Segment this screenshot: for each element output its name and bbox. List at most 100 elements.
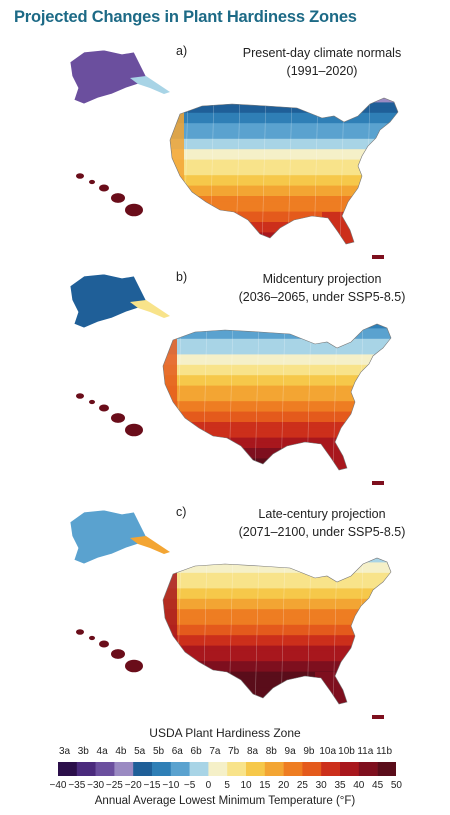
color-swatch: [302, 762, 322, 776]
panel-b-caption-line2: (2036–2065, under SSP5-8.5): [238, 290, 406, 304]
hawaii-island: [125, 659, 143, 673]
temp-label: −15: [143, 780, 161, 791]
zone-label: 11a: [357, 746, 374, 757]
zone-label: 9b: [303, 746, 315, 757]
zone-label: 5b: [152, 746, 165, 757]
color-swatch: [76, 762, 96, 776]
zone-band: [163, 650, 391, 657]
zone-band: [170, 196, 398, 202]
hawaii-island: [76, 173, 84, 179]
hawaii-island: [125, 203, 143, 217]
state-line: [261, 98, 267, 244]
zone-label: 5a: [134, 746, 146, 757]
temp-label: −40: [49, 780, 67, 791]
panel-c-caption-line1: Late-century projection: [258, 507, 386, 521]
temp-label: 5: [224, 780, 230, 791]
zone-band: [170, 211, 398, 218]
zone-band: [163, 390, 391, 397]
zone-band: [163, 640, 391, 646]
zone-band: [163, 656, 391, 662]
zone-band: [163, 558, 391, 563]
temp-label: 30: [315, 780, 327, 791]
zone-band: [170, 154, 398, 160]
zone-band: [163, 567, 391, 574]
hawaii-island: [99, 640, 109, 648]
panel-a-caption-line2: (1991–2020): [286, 64, 358, 78]
zone-band: [170, 180, 398, 186]
zone-label: 9a: [284, 746, 296, 757]
zone-band: [150, 318, 410, 324]
zone-band: [163, 468, 391, 470]
color-swatch: [246, 762, 266, 776]
color-swatch: [58, 762, 78, 776]
zone-band: [163, 432, 391, 438]
color-swatch: [377, 762, 396, 776]
zone-band: [170, 138, 398, 145]
zone-band: [170, 133, 398, 140]
zone-band: [163, 671, 391, 678]
zone-band: [163, 427, 391, 433]
hardiness-maps: [69, 49, 417, 719]
zone-band: [170, 242, 398, 244]
state-line: [254, 558, 260, 704]
zone-label: 11b: [376, 746, 393, 757]
alaska-panhandle: [130, 536, 170, 554]
zone-band: [163, 463, 391, 470]
puerto-rico: [372, 255, 384, 259]
conus-map: [157, 92, 417, 244]
zone-band: [170, 222, 398, 228]
zone-band: [170, 107, 398, 114]
hawaii-island: [89, 399, 95, 405]
panel-c-letter: c): [176, 505, 187, 519]
zone-band: [170, 149, 398, 155]
zone-label: 8b: [265, 746, 277, 757]
zone-band: [170, 216, 398, 223]
zone-band: [163, 338, 391, 345]
coastal-zone: [163, 328, 177, 438]
zone-band: [163, 687, 391, 693]
zone-band: [163, 401, 391, 407]
map-panel-present: [69, 49, 417, 259]
zone-band: [163, 333, 391, 340]
color-swatch: [133, 762, 153, 776]
zone-band: [170, 170, 398, 176]
zone-label: 3b: [77, 746, 89, 757]
zone-band: [163, 697, 391, 704]
zone-band: [163, 593, 391, 600]
zone-band: [163, 676, 391, 683]
temp-label: −10: [162, 780, 180, 791]
hawaii-island: [111, 413, 125, 423]
coastal-zone: [163, 562, 177, 672]
panel-c-caption-line2: (2071–2100, under SSP5-8.5): [238, 525, 406, 539]
zone-band: [170, 227, 398, 233]
zone-band: [170, 144, 398, 150]
zone-band: [163, 406, 391, 412]
temp-label: 35: [334, 780, 346, 791]
zone-band: [170, 232, 398, 238]
zone-band: [170, 237, 398, 244]
temp-label: −5: [183, 780, 196, 791]
temp-label: 25: [296, 780, 308, 791]
conus-outline: [162, 323, 392, 471]
temp-label: 0: [205, 780, 212, 791]
zone-band: [170, 118, 398, 124]
zone-band: [163, 614, 391, 620]
temp-label: −35: [68, 780, 86, 791]
zone-label: 6b: [190, 746, 202, 757]
zone-band: [163, 702, 391, 704]
zone-band: [163, 598, 391, 605]
hawaii-island: [76, 629, 84, 635]
zone-label: 8a: [246, 746, 259, 757]
zone-band: [163, 380, 391, 386]
zone-band: [163, 385, 391, 392]
zone-label: 10b: [338, 746, 355, 757]
zone-label: 10a: [319, 746, 337, 757]
panel-b-caption-line1: Midcentury projection: [262, 272, 382, 286]
zone-band: [170, 206, 398, 212]
hawaii-island: [99, 404, 109, 412]
zone-band: [157, 92, 417, 98]
temp-label: 10: [240, 780, 252, 791]
zone-band: [163, 324, 391, 329]
color-swatch: [208, 762, 228, 776]
zone-band: [163, 604, 391, 610]
